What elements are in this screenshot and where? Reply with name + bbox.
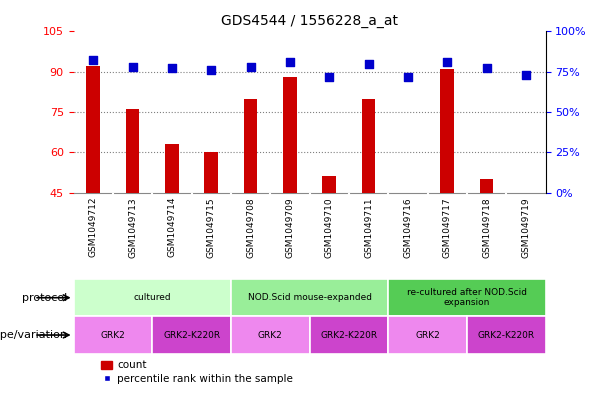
Text: NOD.Scid mouse-expanded: NOD.Scid mouse-expanded <box>248 293 371 302</box>
Bar <box>74 279 231 316</box>
Bar <box>388 279 546 316</box>
Bar <box>480 179 493 193</box>
Point <box>403 73 413 80</box>
Point <box>521 72 531 78</box>
Bar <box>467 316 546 354</box>
Bar <box>74 316 152 354</box>
Text: GRK2: GRK2 <box>101 331 125 340</box>
Text: cultured: cultured <box>134 293 171 302</box>
Text: GRK2: GRK2 <box>415 331 440 340</box>
Text: GSM1049708: GSM1049708 <box>246 197 255 257</box>
Bar <box>126 109 139 193</box>
Point <box>246 64 256 70</box>
Text: GSM1049709: GSM1049709 <box>286 197 294 257</box>
Bar <box>152 316 231 354</box>
Bar <box>283 77 297 193</box>
Bar <box>388 316 467 354</box>
Text: GSM1049718: GSM1049718 <box>482 197 491 257</box>
Point <box>364 61 373 67</box>
Point <box>128 64 137 70</box>
Text: GSM1049719: GSM1049719 <box>522 197 530 257</box>
Text: genotype/variation: genotype/variation <box>0 330 67 340</box>
Legend: count, percentile rank within the sample: count, percentile rank within the sample <box>97 356 297 388</box>
Text: GSM1049710: GSM1049710 <box>325 197 333 257</box>
Text: GRK2-K220R: GRK2-K220R <box>478 331 535 340</box>
Point <box>285 59 295 65</box>
Bar <box>322 176 336 193</box>
Point <box>443 59 452 65</box>
Bar <box>204 152 218 193</box>
Point <box>324 73 334 80</box>
Bar <box>362 99 375 193</box>
Bar <box>165 144 179 193</box>
Text: GSM1049715: GSM1049715 <box>207 197 216 257</box>
Text: GSM1049711: GSM1049711 <box>364 197 373 257</box>
Bar <box>231 316 310 354</box>
Text: GSM1049713: GSM1049713 <box>128 197 137 257</box>
Text: GRK2-K220R: GRK2-K220R <box>321 331 378 340</box>
Point <box>167 65 177 72</box>
Point <box>88 57 98 64</box>
Text: GSM1049717: GSM1049717 <box>443 197 452 257</box>
Title: GDS4544 / 1556228_a_at: GDS4544 / 1556228_a_at <box>221 14 398 28</box>
Text: GSM1049712: GSM1049712 <box>89 197 97 257</box>
Bar <box>440 69 454 193</box>
Text: GRK2: GRK2 <box>258 331 283 340</box>
Text: re-cultured after NOD.Scid
expansion: re-cultured after NOD.Scid expansion <box>407 288 527 307</box>
Bar <box>310 316 388 354</box>
Text: GSM1049716: GSM1049716 <box>403 197 413 257</box>
Text: GRK2-K220R: GRK2-K220R <box>163 331 220 340</box>
Point <box>207 67 216 73</box>
Text: protocol: protocol <box>22 293 67 303</box>
Text: GSM1049714: GSM1049714 <box>167 197 177 257</box>
Bar <box>86 66 100 193</box>
Bar <box>231 279 388 316</box>
Point <box>482 65 492 72</box>
Bar <box>244 99 257 193</box>
